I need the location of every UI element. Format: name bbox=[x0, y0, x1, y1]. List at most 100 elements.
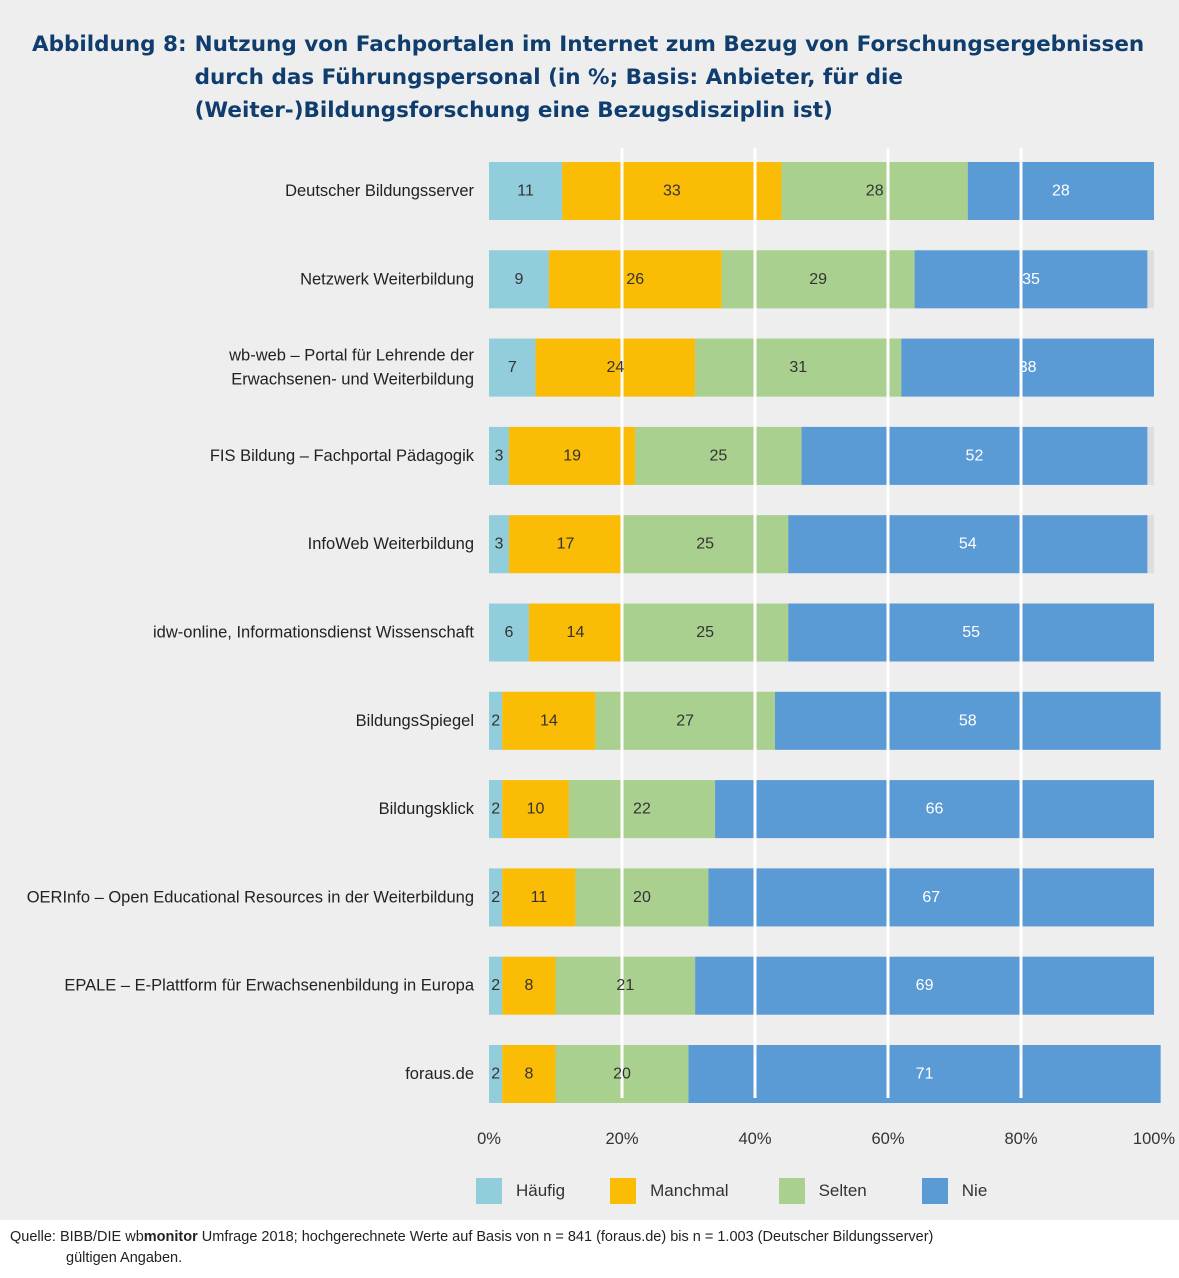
bar-segment-Häufig bbox=[489, 868, 503, 927]
legend-label: Manchmal bbox=[650, 1181, 729, 1200]
data-label: 71 bbox=[916, 1066, 934, 1083]
bar-segment-Häufig bbox=[489, 1045, 503, 1103]
data-label: 58 bbox=[959, 712, 977, 729]
data-label: 25 bbox=[696, 624, 714, 641]
figure-title: Abbildung 8: Nutzung von Fachportalen im… bbox=[32, 28, 1152, 127]
bar-segment-Selten bbox=[622, 515, 789, 574]
bar-segment-Selten bbox=[695, 338, 902, 397]
category-label: wb-web – Portal für Lehrende der bbox=[228, 347, 474, 365]
bar-segment-Manchmal bbox=[502, 780, 569, 839]
category-label: Deutscher Bildungsserver bbox=[285, 182, 474, 200]
bar-segment-Häufig bbox=[489, 162, 563, 220]
data-label: 33 bbox=[663, 183, 681, 200]
data-label: 25 bbox=[696, 536, 714, 553]
bar-segment-Manchmal bbox=[502, 691, 596, 750]
data-label: 2 bbox=[491, 977, 500, 994]
legend-swatch bbox=[921, 1178, 948, 1204]
legend-item: Häufig bbox=[476, 1178, 565, 1204]
data-label: 11 bbox=[517, 183, 534, 200]
data-label: 2 bbox=[491, 712, 500, 729]
bar-segment-Manchmal bbox=[502, 1045, 556, 1103]
data-label: 21 bbox=[616, 977, 634, 994]
data-label: 8 bbox=[524, 977, 533, 994]
data-label: 3 bbox=[495, 536, 504, 553]
data-label: 35 bbox=[1022, 271, 1040, 288]
bar-segment-Nie bbox=[688, 1045, 1161, 1103]
bar-segment-Nie bbox=[774, 691, 1161, 750]
bar-segment-Manchmal bbox=[502, 956, 556, 1015]
category-label: Bildungsklick bbox=[379, 800, 475, 818]
data-label: 24 bbox=[606, 359, 624, 376]
bar-segment-Nie bbox=[715, 780, 1154, 839]
category-label: BildungsSpiegel bbox=[356, 712, 474, 730]
bar-segment-Nie bbox=[901, 338, 1154, 397]
bar-segment-Häufig bbox=[489, 780, 503, 839]
x-tick-label: 0% bbox=[477, 1130, 501, 1148]
stacked-bar-chart: 11 33 28 289 26 29 357 24 31 383 19 25 523 17 25 546 14 2… bbox=[27, 148, 1176, 1148]
x-tick-label: 60% bbox=[871, 1130, 904, 1148]
bar-segment-Selten bbox=[575, 868, 709, 927]
legend-item: Selten bbox=[778, 1178, 867, 1204]
data-label: 22 bbox=[633, 801, 651, 818]
data-label: 7 bbox=[508, 359, 517, 376]
data-label: 69 bbox=[916, 977, 934, 994]
x-tick-label: 40% bbox=[738, 1130, 771, 1148]
bar-segment-Häufig bbox=[489, 691, 503, 750]
data-label: 10 bbox=[527, 801, 545, 818]
bar-segment-Manchmal bbox=[535, 338, 696, 397]
legend-label: Häufig bbox=[516, 1181, 566, 1200]
data-label: 25 bbox=[710, 447, 728, 464]
data-label: 17 bbox=[557, 536, 575, 553]
bar-segment-Selten bbox=[555, 956, 696, 1015]
data-label: 14 bbox=[540, 712, 558, 729]
data-label: 20 bbox=[633, 889, 651, 906]
bar-segment-Manchmal bbox=[528, 603, 622, 662]
bar-segment-Manchmal bbox=[562, 162, 782, 220]
legend-label: Nie bbox=[961, 1181, 988, 1200]
legend-swatch bbox=[778, 1178, 805, 1204]
category-label: Netzwerk Weiterbildung bbox=[300, 270, 474, 288]
data-label: 11 bbox=[531, 889, 548, 906]
bar-segment-Selten bbox=[595, 691, 775, 750]
data-label: 54 bbox=[959, 536, 977, 553]
data-label: 19 bbox=[563, 447, 581, 464]
data-label: 27 bbox=[676, 712, 694, 729]
bar-segment-Häufig bbox=[489, 250, 549, 309]
category-label: Erwachsenen- und Weiterbildung bbox=[231, 371, 474, 389]
bar-segment-Nie bbox=[914, 250, 1148, 309]
source-line-1: Quelle: BIBB/DIE wbmonitor Umfrage 2018;… bbox=[10, 1229, 934, 1245]
bar-segment-Manchmal bbox=[548, 250, 722, 309]
bar-segment-Manchmal bbox=[508, 426, 636, 485]
data-label: 2 bbox=[491, 801, 500, 818]
category-label: OERInfo – Open Educational Resources in … bbox=[27, 888, 474, 906]
data-label: 66 bbox=[926, 801, 944, 818]
data-label: 38 bbox=[1019, 359, 1037, 376]
bar-segment-Manchmal bbox=[508, 515, 622, 574]
source-line-2: gültigen Angaben. bbox=[66, 1250, 183, 1266]
data-label: 2 bbox=[491, 1066, 500, 1083]
bar-segment-Häufig bbox=[489, 956, 503, 1015]
data-label: 3 bbox=[495, 447, 504, 464]
bar-segment-Manchmal bbox=[502, 868, 576, 927]
bar-segment-Häufig bbox=[489, 338, 536, 397]
data-label: 14 bbox=[567, 624, 585, 641]
data-label: 55 bbox=[962, 624, 980, 641]
data-label: 29 bbox=[809, 271, 827, 288]
x-tick-label: 100% bbox=[1133, 1130, 1176, 1148]
legend-swatch bbox=[610, 1178, 637, 1204]
category-label: foraus.de bbox=[405, 1065, 474, 1083]
figure-number: Abbildung 8: bbox=[32, 32, 187, 57]
data-label: 26 bbox=[626, 271, 644, 288]
data-label: 20 bbox=[613, 1066, 631, 1083]
source-note: Quelle: BIBB/DIE wbmonitor Umfrage 2018;… bbox=[10, 1227, 1170, 1269]
bar-segment-Nie bbox=[708, 868, 1154, 927]
category-label: FIS Bildung – Fachportal Pädagogik bbox=[210, 447, 475, 465]
data-label: 9 bbox=[514, 271, 523, 288]
bar-segment-Häufig bbox=[489, 515, 509, 574]
data-label: 2 bbox=[491, 889, 500, 906]
data-label: 28 bbox=[866, 183, 884, 200]
bar-segment-Häufig bbox=[489, 603, 529, 662]
data-label: 28 bbox=[1052, 183, 1070, 200]
data-label: 52 bbox=[966, 447, 984, 464]
legend-item: Nie bbox=[921, 1178, 988, 1204]
